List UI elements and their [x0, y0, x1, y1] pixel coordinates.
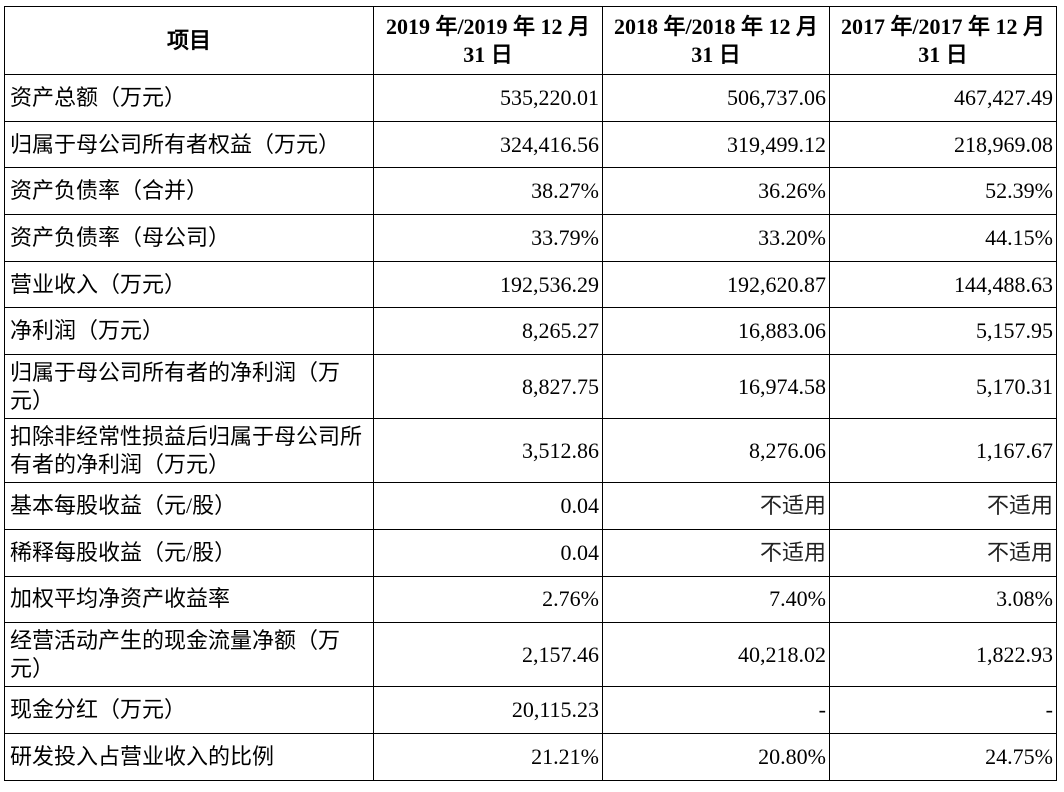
cell-2017: 1,822.93 [829, 622, 1057, 688]
row-label-parent-net-profit: 归属于母公司所有者的净利润（万元） [4, 354, 374, 420]
cell-2019: 20,115.23 [373, 686, 603, 734]
cell-2018: 不适用 [602, 482, 830, 530]
table-row: 稀释每股收益（元/股） 0.04 不适用 不适用 [4, 528, 1057, 577]
table-header: 项目 2019 年/2019 年 12 月 31 日 2018 年/2018 年… [4, 6, 1057, 75]
row-label-debt-ratio-consolidated: 资产负债率（合并） [4, 167, 374, 216]
cell-2018: 16,883.06 [602, 307, 830, 356]
cell-2017: 467,427.49 [829, 74, 1057, 122]
row-label-debt-ratio-parent: 资产负债率（母公司） [4, 214, 374, 262]
row-label-operating-cash-flow: 经营活动产生的现金流量净额（万元） [4, 622, 374, 688]
table-row: 归属于母公司所有者权益（万元） 324,416.56 319,499.12 21… [4, 120, 1057, 169]
cell-2018: 20.80% [602, 732, 830, 781]
cell-2017: 5,157.95 [829, 307, 1057, 356]
table-row: 营业收入（万元） 192,536.29 192,620.87 144,488.6… [4, 260, 1057, 309]
cell-2019: 3,512.86 [373, 418, 603, 484]
header-2017: 2017 年/2017 年 12 月 31 日 [829, 6, 1057, 75]
table-row: 资产负债率（母公司） 33.79% 33.20% 44.15% [4, 214, 1057, 262]
header-row: 项目 2019 年/2019 年 12 月 31 日 2018 年/2018 年… [4, 6, 1057, 75]
cell-2018: 192,620.87 [602, 260, 830, 309]
table-row: 经营活动产生的现金流量净额（万元） 2,157.46 40,218.02 1,8… [4, 622, 1057, 688]
cell-2017: 3.08% [829, 575, 1057, 624]
cell-2018: 319,499.12 [602, 120, 830, 169]
table-row: 资产总额（万元） 535,220.01 506,737.06 467,427.4… [4, 74, 1057, 122]
table-row: 净利润（万元） 8,265.27 16,883.06 5,157.95 [4, 307, 1057, 356]
cell-2018: 40,218.02 [602, 622, 830, 688]
cell-2017: 不适用 [829, 528, 1057, 577]
cell-2019: 8,827.75 [373, 354, 603, 420]
table-row: 基本每股收益（元/股） 0.04 不适用 不适用 [4, 482, 1057, 530]
row-label-cash-dividend: 现金分红（万元） [4, 686, 374, 734]
row-label-total-assets: 资产总额（万元） [4, 74, 374, 122]
table-row: 归属于母公司所有者的净利润（万元） 8,827.75 16,974.58 5,1… [4, 354, 1057, 420]
cell-2017: 5,170.31 [829, 354, 1057, 420]
cell-2019: 0.04 [373, 528, 603, 577]
cell-2019: 192,536.29 [373, 260, 603, 309]
cell-2017: 218,969.08 [829, 120, 1057, 169]
cell-2019: 21.21% [373, 732, 603, 781]
cell-2019: 535,220.01 [373, 74, 603, 122]
table-row: 加权平均净资产收益率 2.76% 7.40% 3.08% [4, 575, 1057, 624]
row-label-basic-eps: 基本每股收益（元/股） [4, 482, 374, 530]
cell-2018: 36.26% [602, 167, 830, 216]
cell-2018: 8,276.06 [602, 418, 830, 484]
cell-2019: 38.27% [373, 167, 603, 216]
table-row: 扣除非经常性损益后归属于母公司所有者的净利润（万元） 3,512.86 8,27… [4, 418, 1057, 484]
row-label-rd-ratio: 研发投入占营业收入的比例 [4, 732, 374, 781]
cell-2017: 44.15% [829, 214, 1057, 262]
row-label-diluted-eps: 稀释每股收益（元/股） [4, 528, 374, 577]
cell-2019: 0.04 [373, 482, 603, 530]
cell-2019: 33.79% [373, 214, 603, 262]
cell-2018: - [602, 686, 830, 734]
cell-2019: 2,157.46 [373, 622, 603, 688]
cell-2017: 不适用 [829, 482, 1057, 530]
cell-2019: 8,265.27 [373, 307, 603, 356]
cell-2018: 7.40% [602, 575, 830, 624]
financial-summary-table-container: 项目 2019 年/2019 年 12 月 31 日 2018 年/2018 年… [4, 6, 1057, 781]
cell-2018: 16,974.58 [602, 354, 830, 420]
cell-2018: 不适用 [602, 528, 830, 577]
table-row: 现金分红（万元） 20,115.23 - - [4, 686, 1057, 734]
header-2018: 2018 年/2018 年 12 月 31 日 [602, 6, 830, 75]
cell-2019: 324,416.56 [373, 120, 603, 169]
table-row: 资产负债率（合并） 38.27% 36.26% 52.39% [4, 167, 1057, 216]
table-row: 研发投入占营业收入的比例 21.21% 20.80% 24.75% [4, 732, 1057, 781]
cell-2017: 24.75% [829, 732, 1057, 781]
cell-2017: 1,167.67 [829, 418, 1057, 484]
cell-2017: 144,488.63 [829, 260, 1057, 309]
cell-2017: - [829, 686, 1057, 734]
row-label-parent-equity: 归属于母公司所有者权益（万元） [4, 120, 374, 169]
row-label-revenue: 营业收入（万元） [4, 260, 374, 309]
financial-summary-table: 项目 2019 年/2019 年 12 月 31 日 2018 年/2018 年… [4, 6, 1057, 781]
header-2019: 2019 年/2019 年 12 月 31 日 [373, 6, 603, 75]
cell-2018: 506,737.06 [602, 74, 830, 122]
table-body: 资产总额（万元） 535,220.01 506,737.06 467,427.4… [4, 74, 1057, 781]
row-label-net-profit: 净利润（万元） [4, 307, 374, 356]
header-item: 项目 [4, 6, 374, 75]
cell-2017: 52.39% [829, 167, 1057, 216]
row-label-deducted-net-profit: 扣除非经常性损益后归属于母公司所有者的净利润（万元） [4, 418, 374, 484]
row-label-weighted-roe: 加权平均净资产收益率 [4, 575, 374, 624]
cell-2019: 2.76% [373, 575, 603, 624]
cell-2018: 33.20% [602, 214, 830, 262]
